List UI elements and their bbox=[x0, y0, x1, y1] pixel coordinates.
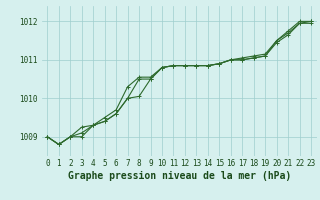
X-axis label: Graphe pression niveau de la mer (hPa): Graphe pression niveau de la mer (hPa) bbox=[68, 171, 291, 181]
